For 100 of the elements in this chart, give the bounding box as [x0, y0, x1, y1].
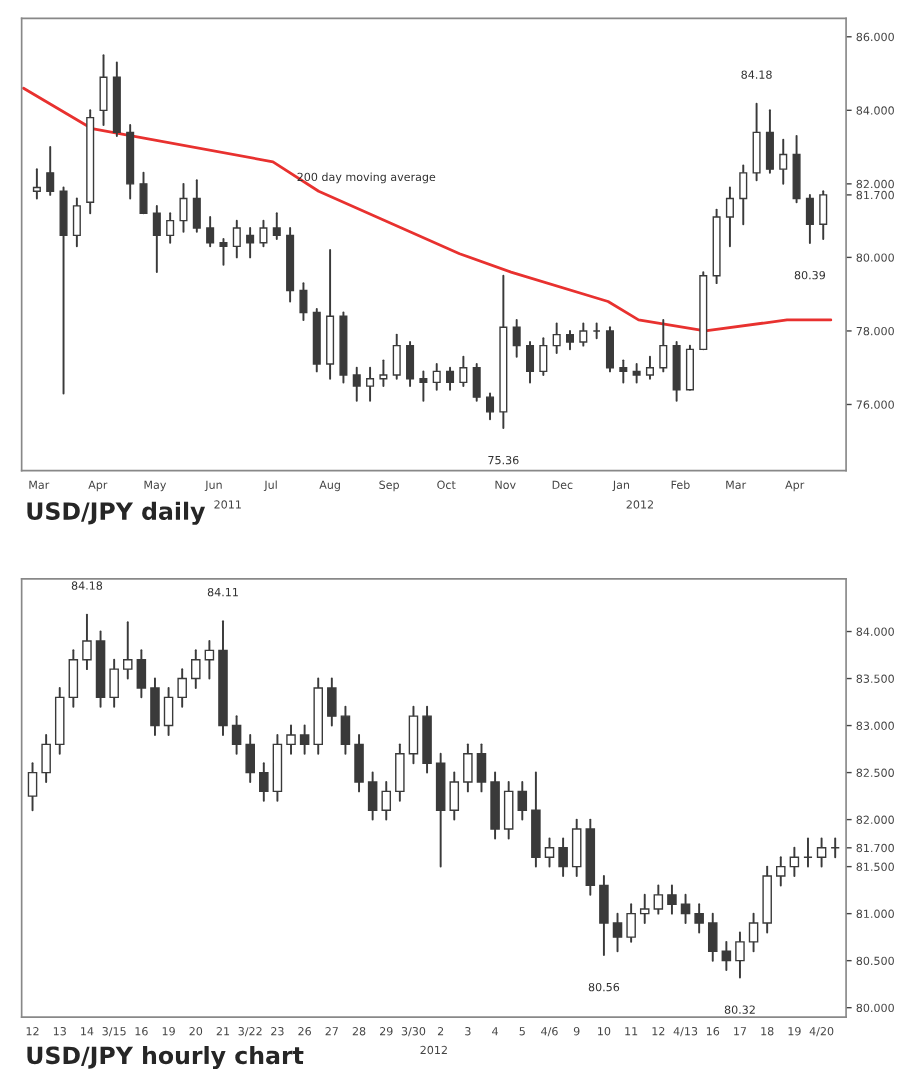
text: USD/JPY daily	[27, 501, 206, 525]
candlestick	[109, 658, 119, 708]
candlestick	[558, 837, 568, 877]
candlestick	[486, 392, 495, 421]
candlestick	[395, 743, 405, 802]
candlestick	[446, 366, 455, 391]
candlestick	[82, 613, 92, 671]
candlestick	[41, 734, 51, 783]
candlestick	[179, 182, 188, 233]
candlestick	[525, 341, 535, 384]
candlestick	[632, 363, 641, 384]
candlestick	[725, 186, 734, 248]
candlestick	[191, 649, 201, 689]
candlestick	[163, 686, 174, 736]
candlestick	[406, 341, 415, 388]
candlestick	[459, 355, 468, 388]
candlestick	[352, 366, 361, 402]
candlestick	[27, 762, 38, 812]
candlestick	[503, 781, 514, 840]
candlestick	[476, 743, 487, 793]
candlestick	[272, 734, 283, 802]
candlestick	[775, 856, 786, 887]
candlestick	[739, 164, 748, 226]
candlestick	[139, 171, 148, 215]
candlestick	[539, 337, 548, 377]
candlestick	[659, 318, 668, 373]
candlestick	[392, 333, 401, 380]
candlestick	[286, 724, 296, 755]
candlestick	[59, 186, 68, 395]
candlestick	[571, 818, 582, 877]
candlestick	[136, 649, 147, 699]
candlestick	[68, 649, 79, 708]
candlestick	[517, 781, 528, 821]
candlestick	[565, 329, 575, 351]
candlestick	[612, 912, 623, 953]
candlestick	[490, 771, 500, 840]
candlestick	[748, 912, 759, 953]
candlestick	[72, 197, 81, 248]
candlestick	[419, 370, 428, 402]
candlestick	[819, 190, 828, 240]
candlestick	[46, 146, 55, 196]
candlestick	[435, 752, 446, 868]
candlestick	[531, 771, 541, 868]
candlestick	[366, 366, 375, 402]
candlestick	[619, 359, 628, 384]
candlestick	[206, 215, 215, 248]
candlestick	[299, 724, 310, 755]
candlestick	[122, 621, 133, 680]
candlestick	[246, 227, 255, 259]
candlestick	[259, 219, 268, 248]
candlestick	[152, 204, 161, 274]
candlestick	[765, 109, 774, 174]
candlestick	[219, 238, 228, 266]
candlestick	[326, 249, 335, 380]
candlestick	[805, 193, 814, 245]
text: USD/JPY hourly chart	[27, 1045, 304, 1070]
candlestick	[327, 677, 337, 727]
candlestick	[707, 912, 718, 962]
candlestick	[645, 355, 654, 380]
candlestick	[626, 903, 636, 943]
candlestick	[259, 762, 269, 802]
candlestick	[667, 884, 677, 915]
candlestick	[472, 363, 481, 402]
candlestick	[340, 705, 351, 755]
candlestick	[379, 359, 388, 388]
candlestick	[231, 715, 242, 755]
candlestick	[653, 884, 664, 915]
candlestick	[192, 179, 201, 233]
candlestick	[735, 931, 745, 979]
candlestick	[752, 102, 761, 182]
candlestick	[299, 282, 308, 321]
line-series	[22, 86, 833, 333]
candlestick	[779, 138, 788, 185]
candlestick	[381, 781, 392, 821]
candlestick	[512, 318, 521, 358]
candlestick	[579, 322, 588, 347]
candlestick	[422, 705, 432, 774]
candlestick	[272, 212, 281, 240]
candlestick	[463, 743, 473, 793]
candlestick	[449, 771, 460, 821]
candlestick	[408, 705, 419, 765]
candlestick	[544, 837, 555, 868]
candlestick	[639, 893, 650, 925]
candlestick	[367, 771, 378, 821]
candlestick	[166, 212, 175, 244]
candlestick	[694, 903, 704, 934]
candlestick	[816, 837, 827, 868]
candlestick	[99, 54, 108, 126]
candlestick	[762, 865, 772, 934]
candlestick	[32, 168, 41, 200]
candlestick	[150, 677, 160, 736]
candlestick	[432, 363, 441, 391]
candlestick	[177, 668, 187, 708]
candlestick	[232, 219, 241, 259]
candlestick	[354, 734, 364, 793]
candlestick	[54, 686, 65, 755]
candlestick	[792, 135, 801, 204]
candlestick	[605, 326, 615, 373]
candlestick	[672, 341, 681, 402]
candlestick	[245, 734, 255, 783]
